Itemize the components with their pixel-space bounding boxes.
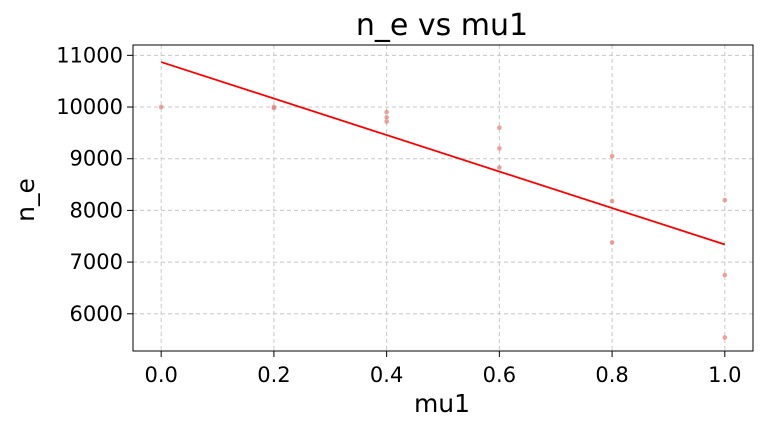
- y-tick-label: 9000: [70, 147, 123, 171]
- scatter-points: [158, 104, 728, 340]
- x-axis-label: mu1: [414, 389, 470, 418]
- scatter-point: [497, 125, 502, 131]
- scatter-point: [609, 198, 615, 204]
- scatter-point: [609, 240, 615, 245]
- x-tick-label: 0.6: [483, 363, 516, 387]
- y-axis: 6000 7000 8000 9000 10000 11000: [56, 43, 133, 326]
- scatter-point: [384, 119, 389, 124]
- scatter-point: [384, 115, 389, 120]
- y-tick-label: 11000: [56, 43, 123, 67]
- x-tick-label: 0.4: [370, 363, 403, 387]
- scatter-point: [384, 109, 389, 115]
- x-tick-label: 1.0: [708, 363, 741, 387]
- scatter-point: [722, 335, 728, 340]
- scatter-point: [497, 165, 502, 170]
- y-axis-label: n_e: [11, 178, 40, 222]
- y-tick-label: 6000: [70, 302, 123, 326]
- x-axis: 0.0 0.2 0.4 0.6 0.8 1.0: [144, 351, 742, 387]
- scatter-point: [722, 272, 728, 278]
- scatter-point: [609, 153, 615, 159]
- scatter-point: [271, 105, 277, 111]
- plot-frame: [132, 44, 754, 352]
- y-tick-label: 7000: [70, 250, 123, 274]
- y-tick-label: 8000: [70, 198, 123, 222]
- scatter-point: [497, 146, 502, 151]
- grid: [133, 45, 753, 351]
- x-tick-label: 0.8: [595, 363, 628, 387]
- x-tick-label: 0.2: [257, 363, 290, 387]
- chart-title: n_e vs mu1: [356, 8, 528, 43]
- x-tick-label: 0.0: [144, 363, 177, 387]
- scatter-point: [722, 197, 728, 203]
- trend-line: [160, 61, 726, 246]
- scatter-point: [158, 104, 164, 110]
- y-tick-label: 10000: [56, 95, 123, 119]
- trend-line-group: [160, 61, 726, 246]
